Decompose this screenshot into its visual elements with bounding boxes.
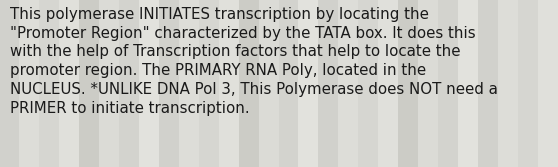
Text: This polymerase INITIATES transcription by locating the
"Promoter Region" charac: This polymerase INITIATES transcription … (10, 7, 498, 116)
